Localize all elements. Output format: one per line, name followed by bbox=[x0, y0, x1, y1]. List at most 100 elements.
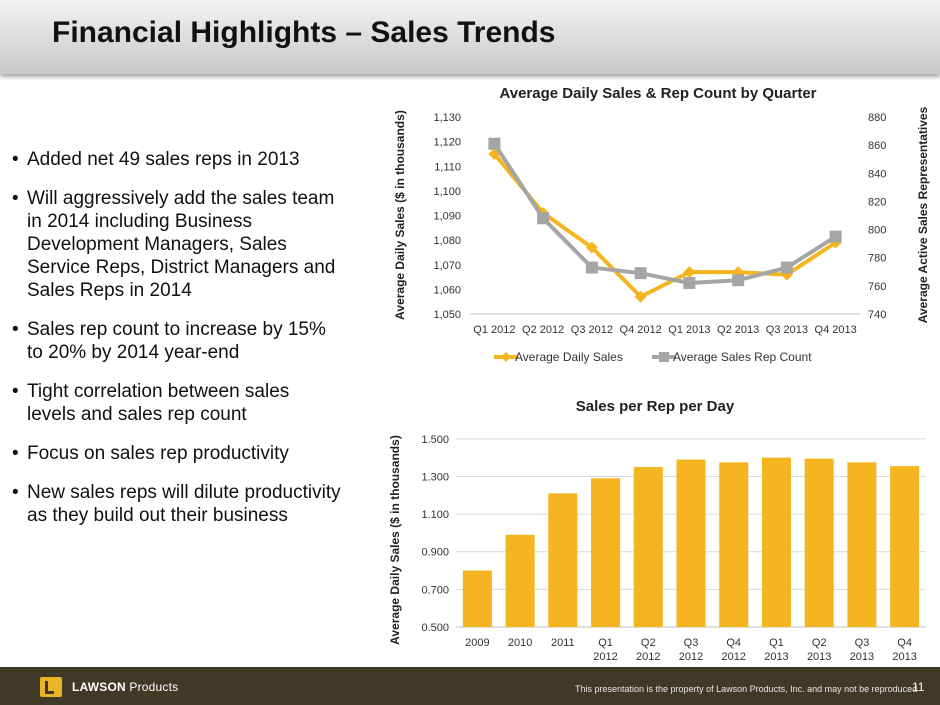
y-tick-label: 0.900 bbox=[421, 547, 449, 559]
x-tick-label: 2012 bbox=[593, 651, 617, 663]
bullet-glyph: • bbox=[12, 482, 19, 503]
bar bbox=[761, 457, 791, 627]
x-tick-label: 2012 bbox=[636, 651, 660, 663]
x-tick-label: Q4 2013 bbox=[815, 324, 857, 336]
slide-title: Financial Highlights – Sales Trends bbox=[52, 16, 556, 49]
data-point bbox=[732, 274, 745, 287]
x-tick-label: 2011 bbox=[551, 637, 575, 649]
y-tick-label: 1,130 bbox=[433, 112, 461, 124]
page-number: 11 bbox=[912, 680, 925, 694]
bar bbox=[890, 466, 920, 627]
y-tick-label: 1.300 bbox=[421, 471, 449, 483]
data-point bbox=[780, 261, 793, 274]
x-tick-label: Q2 bbox=[641, 637, 656, 649]
y-tick-label: 1.500 bbox=[421, 434, 449, 446]
data-point bbox=[634, 290, 647, 303]
bullet-glyph: • bbox=[12, 319, 19, 340]
y-tick-label: 1,080 bbox=[433, 235, 461, 247]
y-tick-label: 1,120 bbox=[433, 137, 461, 149]
bullet-text: Will aggressively add the sales team in … bbox=[27, 188, 336, 301]
y2-tick-label: 840 bbox=[868, 168, 886, 180]
brand-logo-text: LAWSON Products bbox=[72, 680, 178, 694]
x-tick-label: Q4 bbox=[726, 637, 741, 649]
y2-tick-label: 860 bbox=[868, 140, 886, 152]
bullet-text: Added net 49 sales reps in 2013 bbox=[27, 149, 300, 170]
lawson-logo-icon bbox=[40, 677, 62, 697]
bar bbox=[676, 459, 706, 627]
legend-label: Average Daily Sales bbox=[515, 350, 623, 364]
y2-tick-label: 800 bbox=[868, 225, 886, 237]
y-axis-label: Average Daily Sales ($ in thousands) bbox=[388, 435, 402, 645]
data-point bbox=[683, 266, 696, 279]
data-point bbox=[585, 261, 598, 274]
legend-marker bbox=[659, 352, 669, 362]
bar bbox=[462, 570, 492, 627]
title-bar: Financial Highlights – Sales Trends bbox=[0, 0, 940, 74]
bar bbox=[505, 534, 535, 627]
bullet-text: Tight correlation between sales levels a… bbox=[27, 381, 290, 425]
y-tick-label: 1,060 bbox=[433, 284, 461, 296]
bar bbox=[633, 467, 663, 627]
x-tick-label: 2009 bbox=[465, 637, 489, 649]
y-tick-label: 1,090 bbox=[433, 211, 461, 223]
data-point bbox=[829, 230, 842, 243]
series-line bbox=[492, 152, 837, 299]
x-tick-label: 2012 bbox=[721, 651, 745, 663]
y-tick-label: 1,100 bbox=[433, 186, 461, 198]
x-tick-label: 2012 bbox=[679, 651, 703, 663]
series-line bbox=[492, 142, 837, 286]
bar bbox=[591, 478, 621, 627]
data-point bbox=[585, 241, 598, 254]
bullet-text: Focus on sales rep productivity bbox=[27, 443, 289, 464]
brand-bold: LAWSON bbox=[72, 680, 126, 694]
x-tick-label: 2013 bbox=[764, 651, 788, 663]
bullet-item: • Focus on sales rep productivity bbox=[12, 442, 342, 465]
y2-tick-label: 880 bbox=[868, 112, 886, 124]
data-point bbox=[537, 212, 550, 225]
x-tick-label: 2013 bbox=[807, 651, 831, 663]
brand-rest: Products bbox=[125, 680, 179, 694]
y-tick-label: 0.500 bbox=[421, 622, 449, 634]
x-tick-label: Q2 bbox=[812, 637, 827, 649]
data-point bbox=[634, 267, 647, 280]
x-tick-label: 2013 bbox=[850, 651, 874, 663]
x-tick-label: Q4 bbox=[897, 637, 912, 649]
x-tick-label: 2010 bbox=[508, 637, 532, 649]
bar bbox=[548, 493, 578, 627]
line-chart-title: Average Daily Sales & Rep Count by Quart… bbox=[499, 85, 816, 102]
x-tick-label: Q2 2012 bbox=[522, 324, 564, 336]
bar bbox=[804, 458, 834, 627]
y-tick-label: 1,070 bbox=[433, 260, 461, 272]
x-tick-label: Q1 bbox=[769, 637, 784, 649]
y2-tick-label: 820 bbox=[868, 196, 886, 208]
data-point bbox=[488, 137, 501, 150]
bar bbox=[847, 462, 877, 627]
bullet-item: • Added net 49 sales reps in 2013 bbox=[12, 148, 342, 171]
bar bbox=[719, 462, 749, 627]
bullet-item: • New sales reps will dilute productivity… bbox=[12, 481, 342, 527]
y-tick-label: 1.100 bbox=[421, 509, 449, 521]
bullet-text: Sales rep count to increase by 15% to 20… bbox=[27, 319, 326, 363]
bullet-list: • Added net 49 sales reps in 2013 • Will a… bbox=[12, 148, 342, 543]
x-tick-label: Q1 2013 bbox=[668, 324, 710, 336]
x-tick-label: Q3 2012 bbox=[571, 324, 613, 336]
bullet-text: New sales reps will dilute productivity … bbox=[27, 482, 341, 526]
y2-tick-label: 740 bbox=[868, 309, 886, 321]
bullet-glyph: • bbox=[12, 381, 19, 402]
y2-tick-label: 760 bbox=[868, 281, 886, 293]
x-tick-label: Q1 bbox=[598, 637, 613, 649]
x-tick-label: Q2 2013 bbox=[717, 324, 759, 336]
y2-axis-label: Average Active Sales Representatives bbox=[916, 106, 930, 323]
x-tick-label: Q3 bbox=[684, 637, 699, 649]
y2-tick-label: 780 bbox=[868, 253, 886, 265]
y-tick-label: 1,050 bbox=[433, 309, 461, 321]
y-tick-label: 0.700 bbox=[421, 584, 449, 596]
bullet-item: • Sales rep count to increase by 15% to 2… bbox=[12, 318, 342, 364]
bullet-glyph: • bbox=[12, 149, 19, 170]
bullet-item: • Tight correlation between sales levels … bbox=[12, 380, 342, 426]
bullet-glyph: • bbox=[12, 188, 19, 209]
y-tick-label: 1,110 bbox=[434, 161, 461, 173]
legend-label: Average Sales Rep Count bbox=[673, 350, 812, 364]
